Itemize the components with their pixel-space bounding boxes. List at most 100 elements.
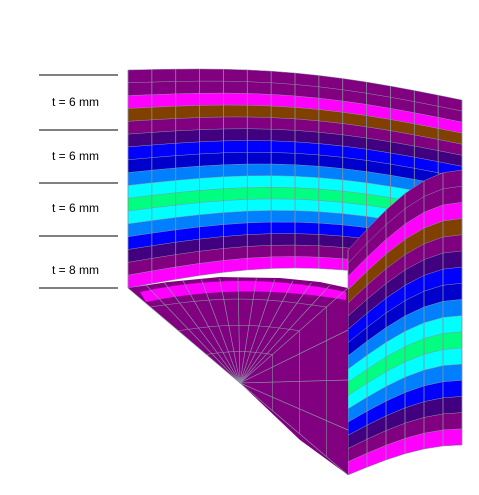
mesh-line: [347, 250, 463, 317]
front-wall-cell: [424, 285, 443, 307]
back-wall-cell: [271, 198, 295, 211]
mesh-line: [127, 140, 463, 167]
back-wall-cell: [390, 152, 415, 169]
back-wall-cell: [318, 143, 343, 158]
back-wall-cell: [366, 171, 391, 187]
back-wall-cell: [271, 105, 295, 119]
back-wall-cell: [318, 245, 343, 259]
back-wall-cell: [175, 239, 200, 255]
mesh-line: [347, 331, 463, 383]
mesh-line: [347, 380, 463, 423]
back-wall-cell: [271, 152, 295, 165]
base-plate-face: [128, 277, 348, 475]
front-wall-cell: [405, 259, 424, 286]
back-wall-cell: [414, 101, 439, 118]
back-wall-cell: [414, 157, 439, 173]
back-wall-cell: [342, 224, 367, 239]
back-wall-cell: [223, 164, 248, 177]
front-wall-cell: [443, 186, 462, 205]
back-wall-cell: [318, 109, 343, 124]
mesh-line: [347, 218, 463, 290]
back-wall-cell: [318, 166, 343, 180]
back-wall-cell: [151, 254, 176, 271]
back-wall-cell: [151, 229, 176, 246]
back-wall-cell: [342, 202, 367, 217]
back-wall-cell: [151, 81, 176, 95]
front-wall-cell: [443, 299, 462, 318]
front-wall-cell: [424, 317, 443, 339]
back-wall-cell: [342, 179, 367, 194]
front-wall-cell: [443, 218, 462, 238]
back-wall-cell: [247, 175, 272, 188]
front-wall-cell: [424, 269, 443, 292]
back-wall-cell: [271, 210, 295, 223]
back-wall-cell: [247, 164, 272, 176]
back-wall-cell: [342, 168, 367, 183]
front-wall-cell: [348, 397, 367, 423]
front-wall-cell: [386, 377, 405, 402]
back-wall-cell: [151, 266, 176, 284]
back-wall-cell: [223, 116, 248, 129]
mesh-line: [127, 175, 463, 200]
front-wall-cell: [367, 357, 386, 384]
back-wall-cell: [271, 94, 295, 108]
back-wall-cell: [295, 141, 319, 155]
back-wall-cell: [390, 97, 415, 113]
front-wall-cell: [386, 392, 405, 416]
back-wall-cell: [223, 234, 248, 249]
floor-radial-line: [164, 282, 241, 384]
back-wall-cell: [223, 69, 248, 82]
floor-radial-line: [239, 329, 349, 384]
back-wall-cell: [271, 164, 295, 177]
back-wall-cell: [199, 140, 224, 155]
thickness-label-3: t = 6 mm: [52, 201, 99, 215]
mesh-line: [347, 185, 463, 264]
mesh-line: [347, 444, 463, 476]
front-wall-cell: [367, 371, 386, 398]
front-wall-cell: [348, 229, 367, 264]
back-wall-cell: [247, 245, 272, 259]
back-wall-cell: [199, 236, 224, 252]
front-wall-cell: [367, 327, 386, 356]
back-wall-cell: [271, 71, 295, 85]
back-wall-cell: [151, 106, 176, 120]
back-wall-cell: [223, 93, 248, 106]
back-wall-cell: [128, 182, 152, 199]
back-wall-cell: [223, 81, 248, 94]
back-wall-cell: [223, 128, 248, 141]
front-wall-cell: [443, 283, 462, 302]
front-wall-cell: [386, 224, 405, 255]
back-wall-cell: [342, 123, 367, 139]
back-wall-cell: [295, 187, 319, 201]
back-wall-cell: [247, 128, 272, 141]
back-wall-cell: [199, 188, 224, 203]
back-wall-cell: [295, 95, 319, 110]
back-wall-cell: [438, 95, 462, 112]
back-wall-cell: [366, 182, 391, 198]
back-wall-cell: [128, 245, 152, 263]
back-wall-cell: [223, 211, 248, 225]
front-wall-cell: [443, 428, 462, 447]
front-wall-cell: [386, 193, 405, 225]
mesh-line: [127, 128, 463, 156]
front-wall-cell: [405, 385, 424, 408]
floor-radial-line: [239, 280, 294, 384]
back-wall-cell: [223, 258, 248, 273]
back-wall-cell: [175, 117, 200, 131]
back-wall-cell: [151, 217, 176, 234]
front-wall-cell: [405, 228, 424, 255]
back-wall-cell: [199, 93, 224, 106]
back-wall-cell: [151, 242, 176, 259]
front-wall-cell: [367, 430, 386, 454]
back-wall-cell: [366, 126, 391, 142]
front-wall-cell: [443, 234, 462, 254]
back-wall-cell: [438, 106, 462, 123]
mesh-line: [127, 80, 463, 112]
back-wall-cell: [151, 130, 176, 146]
back-wall-cell: [128, 270, 152, 288]
back-wall-cell: [271, 256, 295, 269]
back-wall-cell: [366, 93, 391, 109]
front-wall-cell: [443, 412, 462, 430]
floor-edge-band: [140, 281, 346, 302]
